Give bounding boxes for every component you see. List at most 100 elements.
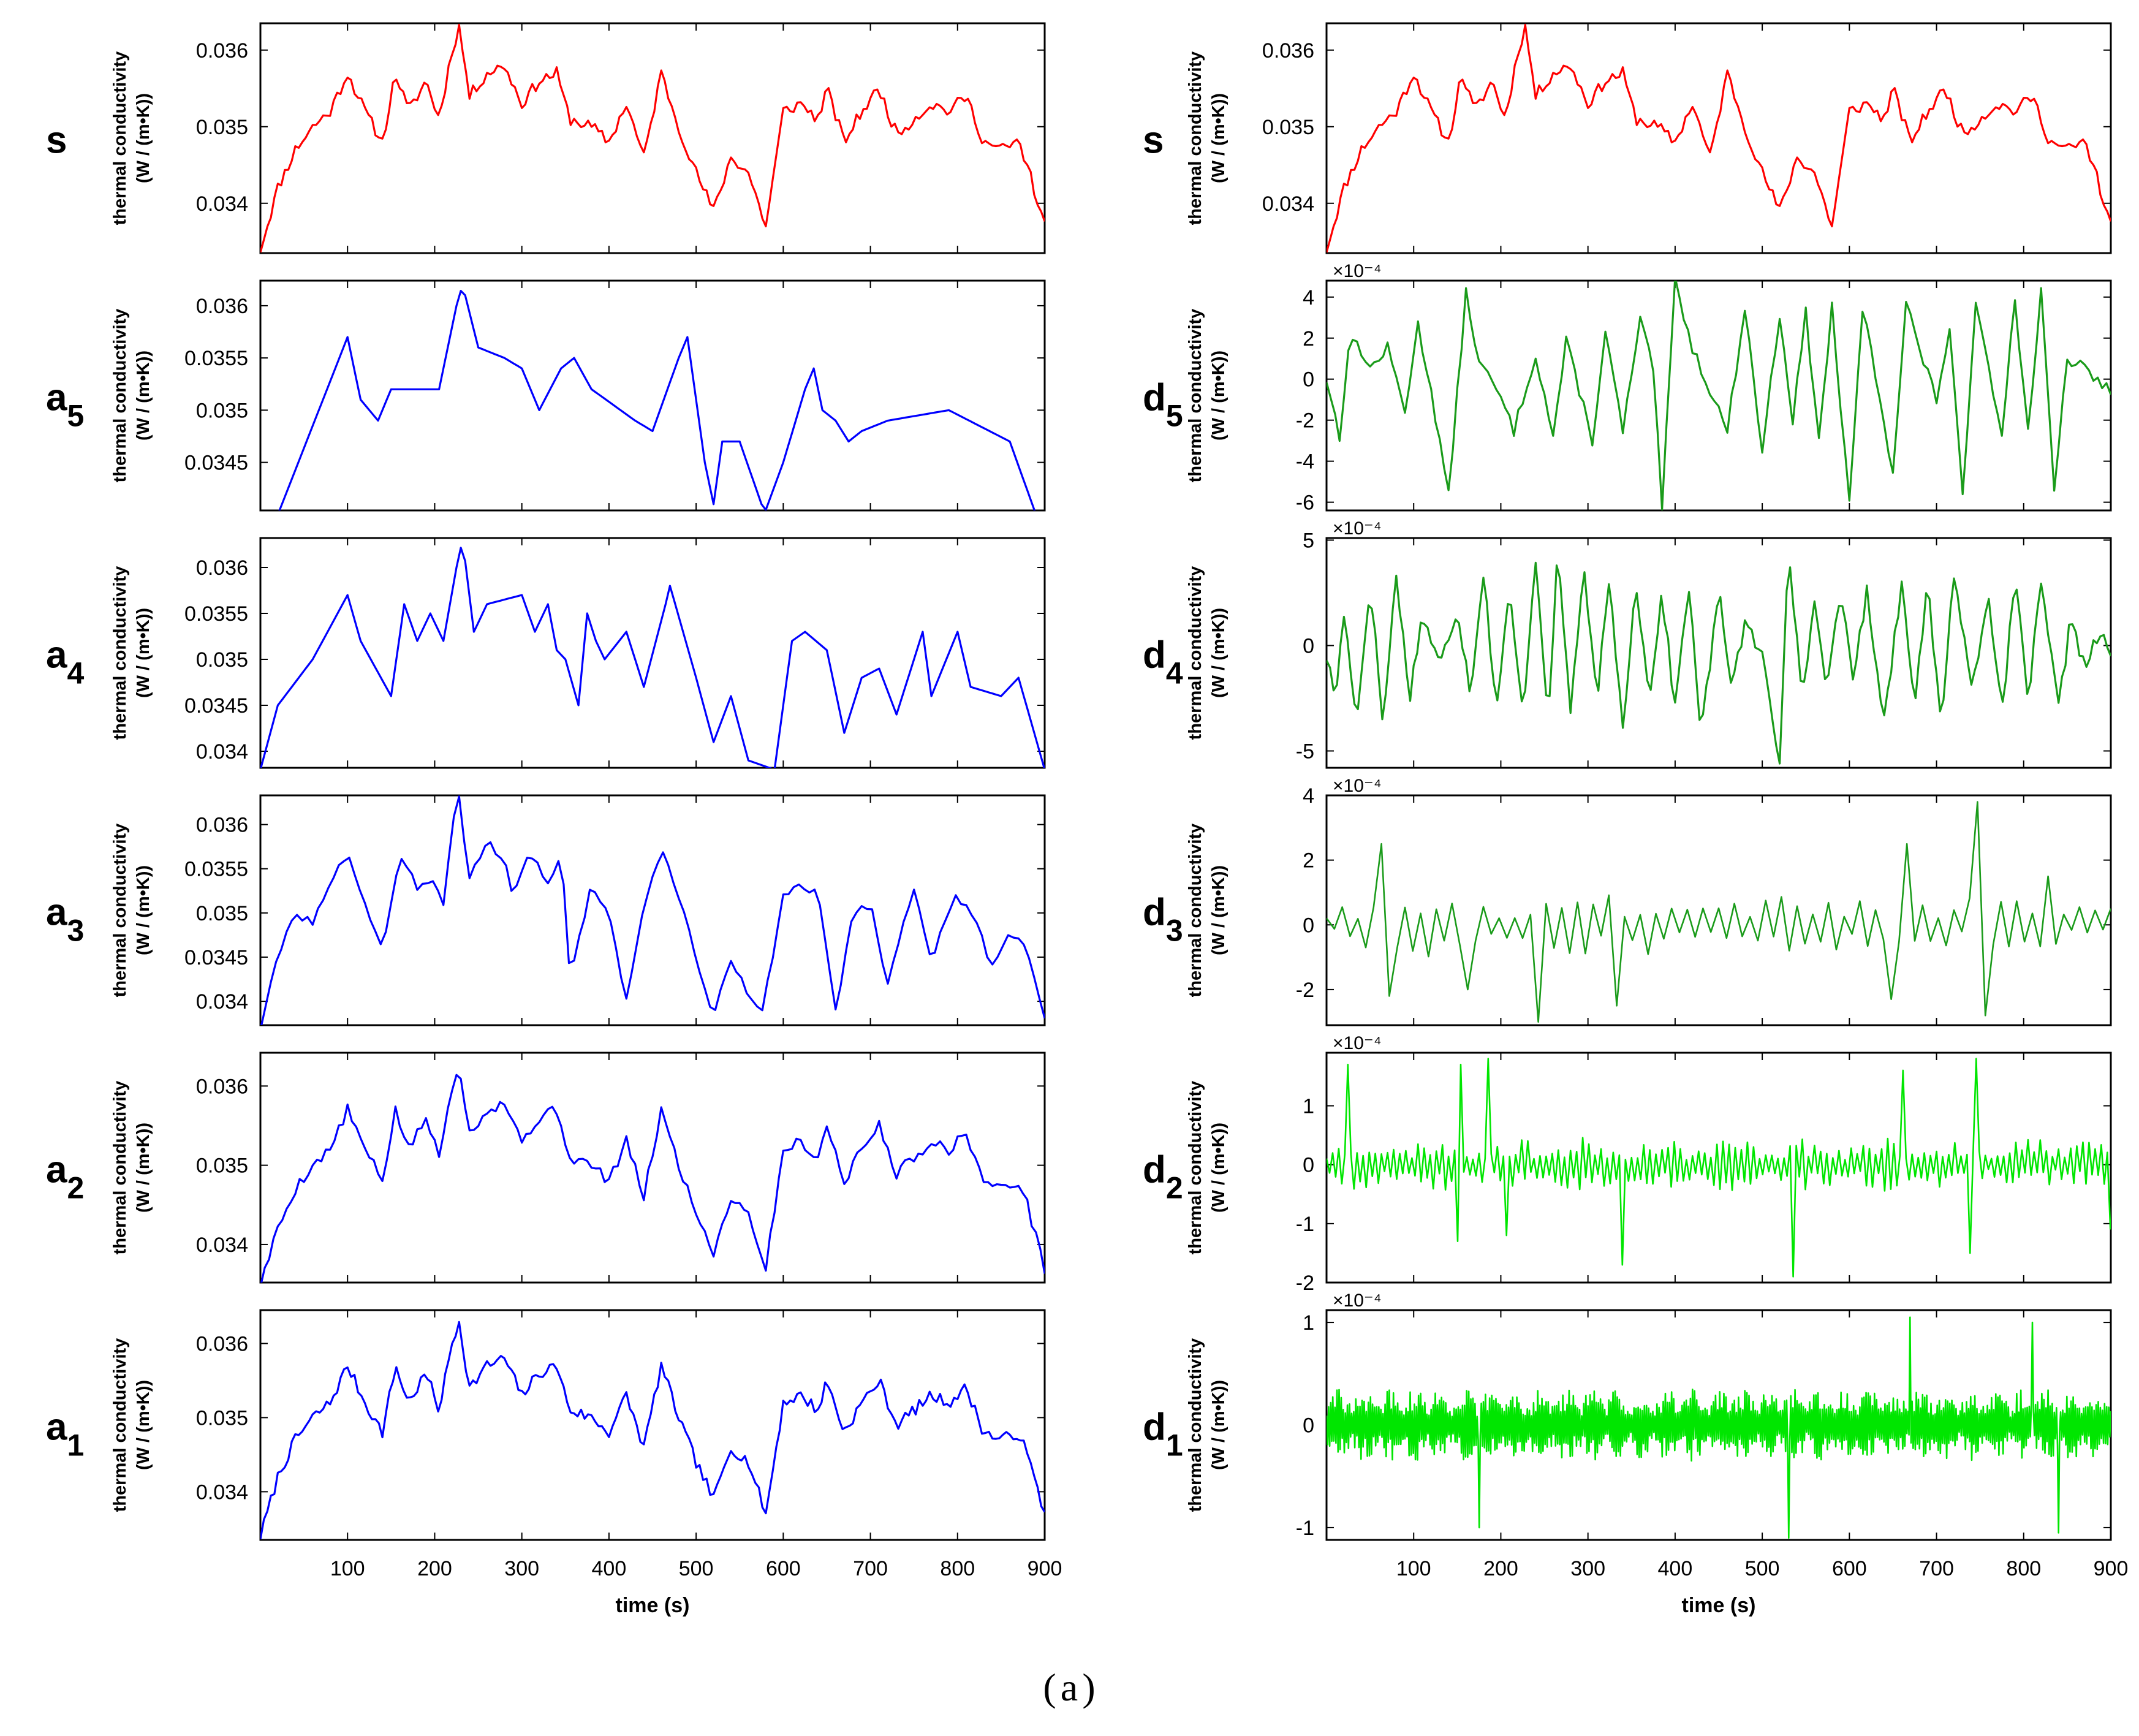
row-label-main: d (1143, 377, 1166, 419)
y-tick-label: 0.035 (196, 399, 248, 422)
row-label-a2: a2 (46, 1149, 84, 1205)
row-label-subscript: 4 (67, 656, 84, 691)
x-tick-label: 500 (679, 1557, 714, 1580)
row-label-subscript: 2 (67, 1171, 84, 1205)
row-label-main: s (46, 119, 67, 162)
caption-close-paren: ) (1082, 1666, 1095, 1709)
y-tick-label: 0.036 (196, 556, 248, 580)
y-axis-label-line2: (W / (m•K)) (134, 1380, 153, 1470)
y-axis-label: thermal conductivity (W / (m•K)) (110, 51, 153, 226)
y-tick-label: 2 (1303, 327, 1314, 351)
exponent-label: ×10⁻⁴ (1333, 1033, 1382, 1053)
row-label-subscript: 2 (1166, 1171, 1183, 1205)
y-axis-label-line1: thermal conductivity (1186, 1338, 1205, 1512)
y-tick-label: 0.036 (196, 295, 248, 318)
y-tick-label: 2 (1303, 849, 1314, 873)
x-tick-label: 900 (2094, 1557, 2129, 1580)
row-label-main: d (1143, 892, 1166, 934)
y-tick-label: -1 (1296, 1517, 1314, 1540)
y-tick-label: 0.0355 (184, 858, 248, 881)
subplot-d2: -2 -1 0 1 ×10⁻⁴ thermal conductivity (W / (m•K… (1143, 1033, 2112, 1295)
y-axis-label-line1: thermal conductivity (110, 51, 130, 226)
plot-frame (259, 1309, 1046, 1541)
y-tick-label: 0.034 (196, 1480, 248, 1504)
row-label-d2: d2 (1143, 1149, 1183, 1205)
y-axis-label-line1: thermal conductivity (110, 566, 130, 740)
y-axis-label: thermal conductivity (W / (m•K)) (110, 824, 153, 998)
exponent-label: ×10⁻⁴ (1333, 518, 1382, 539)
x-tick-label: 700 (1919, 1557, 1954, 1580)
y-tick-label: 0.036 (196, 1075, 248, 1098)
subplot-d4: -5 0 5 ×10⁻⁴ thermal conductivity (W / (m•K))… (1143, 518, 2112, 769)
x-tick-label: 900 (1028, 1557, 1062, 1580)
y-tick-label: 0.035 (196, 1406, 248, 1430)
y-tick-label: -1 (1296, 1213, 1314, 1236)
y-tick-label: 0 (1303, 1154, 1314, 1177)
y-axis-label-line2: (W / (m•K)) (1209, 1123, 1229, 1213)
series-line-d2 (1327, 1058, 2111, 1278)
x-tick-label: 800 (940, 1557, 975, 1580)
plot-frame (259, 22, 1046, 254)
y-tick-label: -5 (1296, 740, 1314, 763)
exponent-label: ×10⁻⁴ (1333, 261, 1382, 281)
y-axis-label: thermal conductivity (W / (m•K)) (110, 566, 153, 740)
series-line-a5 (278, 290, 1036, 510)
y-axis-label: thermal conductivity (W / (m•K)) (1186, 1338, 1229, 1512)
y-tick-label: 0.036 (196, 814, 248, 837)
x-axis-label: time (s) (1682, 1594, 1756, 1617)
y-axis-label-line1: thermal conductivity (1186, 51, 1205, 226)
caption-open-paren: ( (1043, 1666, 1056, 1709)
row-label-main: a (46, 634, 67, 677)
x-tick-label: 600 (766, 1557, 801, 1580)
x-axis-label: time (s) (616, 1594, 690, 1617)
y-tick-label: 0.035 (1262, 116, 1314, 139)
row-label-d1: d1 (1143, 1406, 1183, 1463)
plot-frame (259, 279, 1046, 512)
y-axis-label-line1: thermal conductivity (1186, 1081, 1205, 1255)
series-line-d4 (1327, 561, 2111, 765)
x-tick-label: 500 (1745, 1557, 1780, 1580)
y-tick-label: 0.034 (196, 740, 248, 764)
row-label-d5: d5 (1143, 377, 1183, 433)
y-tick-label: 0.035 (196, 902, 248, 925)
subplot-d3: -2 0 2 4 ×10⁻⁴ thermal conductivity (W / (m•K)… (1143, 776, 2112, 1026)
y-tick-label: 0.036 (196, 1332, 248, 1355)
subplot-d5: -6 -4 -2 0 2 4 ×10⁻⁴ thermal conductivity (W / (… (1143, 261, 2112, 515)
y-tick-label: 0.0345 (184, 452, 248, 475)
y-axis-label-line2: (W / (m•K)) (1209, 351, 1229, 441)
y-axis-label-line1: thermal conductivity (110, 309, 130, 483)
y-axis-label: thermal conductivity (W / (m•K)) (110, 1081, 153, 1255)
y-axis-label-line2: (W / (m•K)) (1209, 93, 1229, 183)
row-label-subscript: 4 (1166, 656, 1183, 691)
row-label-main: a (46, 1406, 67, 1449)
subplot-s-left: 0.034 0.035 0.036 thermal conductivity (W / … (46, 22, 1046, 254)
subplot-s-right: 0.034 0.035 0.036 thermal conductivity (W / … (1143, 22, 2112, 254)
y-tick-label: 0.034 (196, 1234, 248, 1257)
y-tick-label: 0.036 (1262, 39, 1314, 63)
y-axis-label-line2: (W / (m•K)) (134, 608, 153, 698)
y-tick-label: 0.0355 (184, 602, 248, 626)
x-tick-label: 400 (1658, 1557, 1693, 1580)
series-line-a3 (260, 795, 1045, 1025)
y-axis-label: thermal conductivity (W / (m•K)) (1186, 309, 1229, 483)
y-axis-label-line1: thermal conductivity (110, 1081, 130, 1255)
y-tick-label: 4 (1303, 784, 1314, 808)
y-tick-label: -2 (1296, 409, 1314, 433)
exponent-label: ×10⁻⁴ (1333, 776, 1382, 796)
series-line-d5 (1327, 281, 2111, 510)
y-axis-label: thermal conductivity (W / (m•K)) (1186, 51, 1229, 226)
y-axis-label: thermal conductivity (W / (m•K)) (110, 309, 153, 483)
x-tick-label: 700 (853, 1557, 888, 1580)
row-label-subscript: 5 (1166, 399, 1183, 433)
plot-frame (1325, 22, 2112, 254)
row-label-subscript: 1 (67, 1428, 84, 1463)
plot-frame (259, 794, 1046, 1026)
y-tick-label: 0.034 (196, 192, 248, 216)
row-label-main: a (46, 892, 67, 934)
y-axis-label: thermal conductivity (W / (m•K)) (1186, 566, 1229, 740)
series-line-s-left (260, 23, 1045, 253)
row-label-main: a (46, 377, 67, 419)
caption-letter: a (1061, 1666, 1078, 1709)
y-axis-label-line1: thermal conductivity (110, 824, 130, 998)
x-tick-label: 100 (1396, 1557, 1431, 1580)
